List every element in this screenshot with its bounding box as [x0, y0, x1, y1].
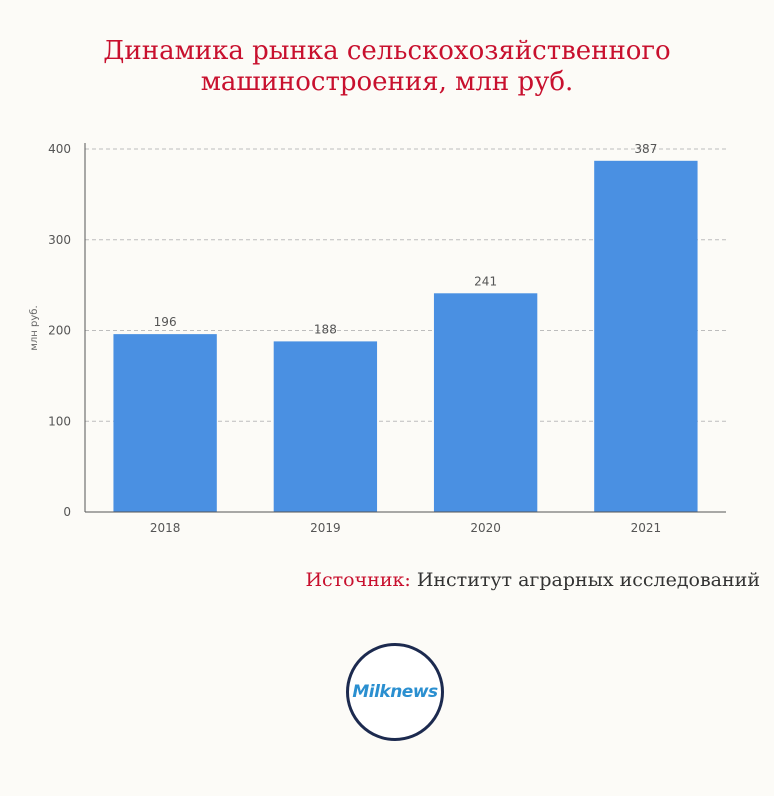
bar-2021 — [594, 160, 698, 513]
data-label-2021: 387 — [634, 142, 657, 156]
chart-title-line-2: машиностроения, млн руб. — [200, 67, 574, 97]
x-tick-label: 2020 — [470, 521, 501, 535]
bar-2018 — [113, 334, 217, 512]
source-value: Институт аграрных исследований — [416, 569, 760, 591]
data-label-2018: 196 — [154, 315, 177, 329]
labels: 0 100 200 300 400 196 2018 188 2019 241 2020 387 202… — [48, 142, 661, 535]
bars — [113, 160, 698, 513]
chart-title: Динамика рынка сельскохозяйственного маш… — [0, 36, 774, 98]
y-tick-label: 100 — [48, 414, 71, 428]
data-label-2020: 241 — [474, 274, 497, 288]
bar-2020 — [433, 293, 538, 512]
source-label: Источник: — [305, 569, 411, 591]
data-label-2019: 188 — [314, 322, 337, 336]
x-tick-label: 2021 — [631, 521, 662, 535]
y-axis-label: млн руб. — [29, 305, 40, 350]
y-tick-label: 400 — [48, 142, 71, 156]
y-tick-label: 300 — [48, 233, 71, 247]
y-tick-label: 0 — [63, 505, 71, 519]
milknews-logo: Milknews — [346, 643, 444, 741]
chart-title-line-1: Динамика рынка сельскохозяйственного — [103, 36, 671, 66]
axes — [84, 143, 726, 513]
bar-2019 — [273, 341, 378, 512]
y-tick-label: 200 — [48, 324, 71, 338]
x-tick-label: 2019 — [310, 521, 341, 535]
bar-chart: 0 100 200 300 400 196 2018 188 2019 241 2020 387 202… — [29, 142, 726, 535]
logo-text: Milknews — [352, 682, 438, 702]
x-tick-label: 2018 — [150, 521, 181, 535]
source-note: Источник: Институт аграрных исследований — [305, 569, 760, 591]
